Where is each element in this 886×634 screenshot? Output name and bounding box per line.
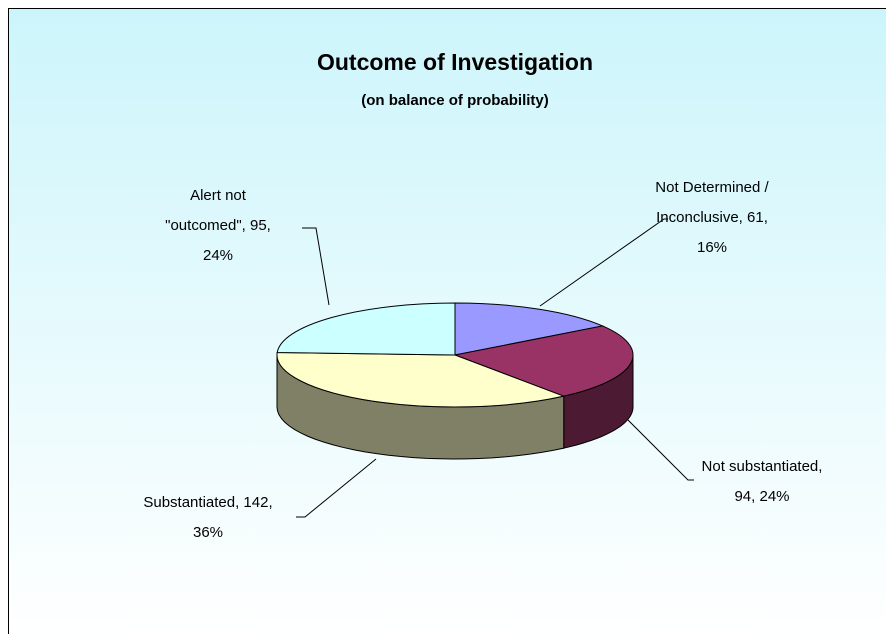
pie xyxy=(276,302,634,460)
slice xyxy=(453,325,634,397)
leader-line xyxy=(296,458,377,518)
leader-lines xyxy=(296,218,694,518)
leader-line xyxy=(627,419,694,481)
data-label: Not Determined / xyxy=(655,179,769,196)
slice xyxy=(276,302,456,356)
data-label: 94, 24% xyxy=(734,488,789,505)
data-label: 36% xyxy=(193,524,223,541)
chart-title: Outcome of Investigation xyxy=(317,49,593,75)
leader-line xyxy=(539,218,668,307)
data-label: Alert not xyxy=(190,187,247,204)
data-label: Inconclusive, 61, xyxy=(656,209,768,226)
data-label: Not substantiated, xyxy=(702,458,823,475)
data-label: 16% xyxy=(697,239,727,256)
data-label: 24% xyxy=(203,247,233,264)
leader-line xyxy=(302,227,330,306)
data-label: "outcomed", 95, xyxy=(165,217,271,234)
slice xyxy=(276,351,566,408)
slice xyxy=(454,302,605,356)
data-label: Substantiated, 142, xyxy=(143,494,272,511)
chart-subtitle: (on balance of probability) xyxy=(361,92,549,109)
